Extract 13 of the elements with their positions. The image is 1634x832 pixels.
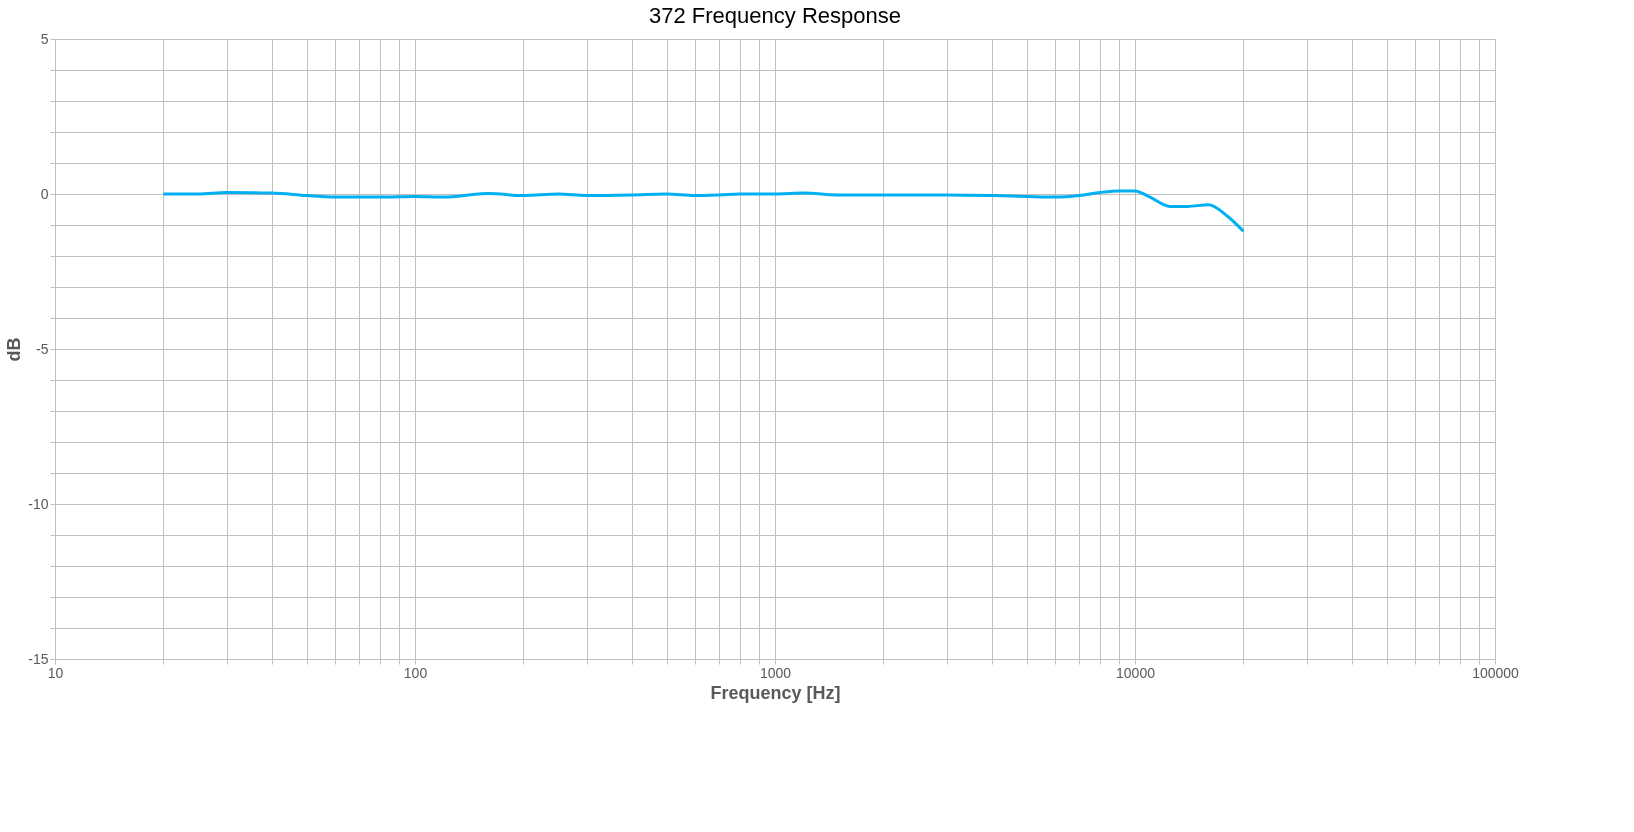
chart-title: 372 Frequency Response: [649, 3, 901, 28]
x-tick-label: 100000: [1472, 664, 1520, 681]
y-tick-label: 5: [40, 30, 49, 47]
x-tick-label: 100: [403, 664, 428, 681]
y-axis-title: dB: [4, 337, 25, 362]
x-axis-title: Frequency [Hz]: [710, 682, 841, 703]
y-tick-label: -10: [28, 495, 49, 512]
x-tick-label: 10000: [1116, 664, 1156, 681]
y-tick-label: 0: [40, 185, 49, 202]
y-tick-label: -15: [28, 650, 49, 667]
x-tick-label: 10: [47, 664, 64, 681]
y-tick-label: -5: [36, 340, 49, 357]
x-tick-label: 1000: [759, 664, 792, 681]
